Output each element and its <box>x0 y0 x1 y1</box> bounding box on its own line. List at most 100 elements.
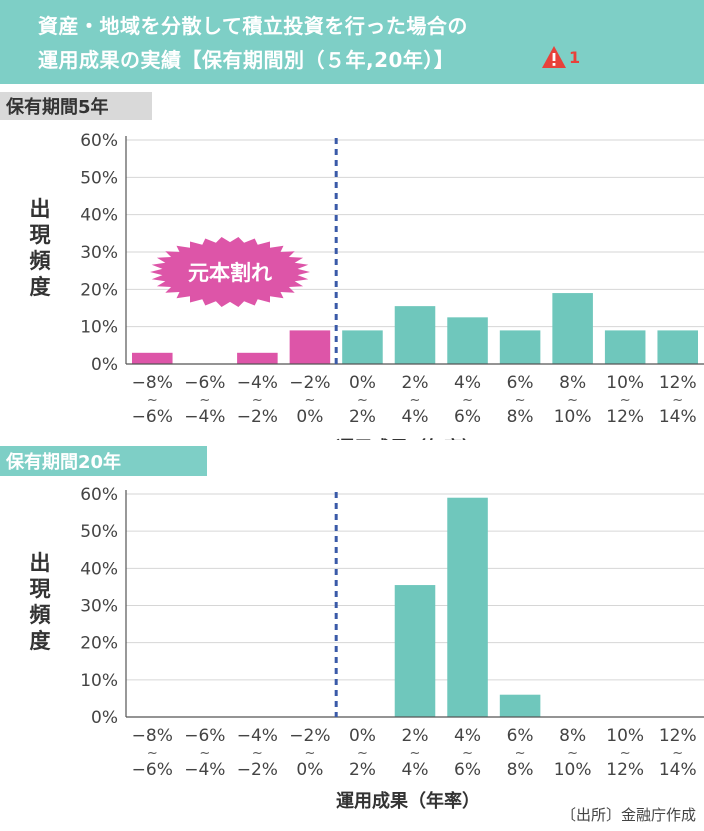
x-tick-label-from: −4% <box>237 726 278 746</box>
source-note: 〔出所〕金融庁作成 <box>560 806 696 824</box>
x-tick-label-from: 10% <box>606 726 644 746</box>
bar <box>394 585 436 717</box>
warning-number: 1 <box>569 47 581 67</box>
x-tick-label-to: −6% <box>132 407 173 427</box>
x-tick-label-from: 6% <box>507 373 534 393</box>
x-tick-label-to: −4% <box>184 760 225 780</box>
x-tick-tilde: ~ <box>410 393 421 408</box>
bar <box>342 330 383 364</box>
x-tick-tilde: ~ <box>252 393 263 408</box>
x-tick-label-to: 0% <box>296 760 323 780</box>
x-tick-label-to: 10% <box>554 407 592 427</box>
bar <box>237 352 278 364</box>
title-line-1: 資産・地域を分散して積立投資を行った場合の <box>38 14 468 38</box>
x-tick-label-from: −4% <box>237 373 278 393</box>
x-tick-tilde: ~ <box>357 746 368 761</box>
bar <box>447 317 488 364</box>
warning-note: 1 <box>541 44 580 70</box>
loss-badge-shape <box>150 237 310 307</box>
x-tick-label-to: 12% <box>606 407 644 427</box>
x-tick-label-from: 12% <box>659 373 697 393</box>
section-label-20-year: 保有期間20年 <box>0 446 207 476</box>
y-tick-label: 0% <box>91 355 118 375</box>
section-label-5-year: 保有期間5年 <box>0 92 152 120</box>
y-tick-label: 50% <box>80 522 118 542</box>
loss-badge: 元本割れ <box>150 237 310 307</box>
x-tick-tilde: ~ <box>672 746 683 761</box>
chart-20-year: 0%10%20%30%40%50%60%−8%~−6%−6%~−4%−4%~−2… <box>30 485 704 812</box>
x-tick-label-to: 6% <box>454 407 481 427</box>
x-tick-tilde: ~ <box>147 746 158 761</box>
x-tick-tilde: ~ <box>199 393 210 408</box>
x-tick-tilde: ~ <box>304 746 315 761</box>
x-tick-label-from: 10% <box>606 373 644 393</box>
x-tick-tilde: ~ <box>462 393 473 408</box>
x-tick-label-from: 2% <box>402 726 429 746</box>
y-tick-label: 30% <box>80 597 118 617</box>
y-tick-label: 0% <box>91 708 118 728</box>
x-tick-label-to: −2% <box>237 407 278 427</box>
x-tick-label-to: −4% <box>184 407 225 427</box>
bar <box>447 497 488 717</box>
x-tick-tilde: ~ <box>199 746 210 761</box>
warning-icon <box>542 46 566 68</box>
x-tick-label-from: 4% <box>454 373 481 393</box>
y-tick-label: 10% <box>80 671 118 691</box>
x-tick-label-from: 4% <box>454 726 481 746</box>
bar <box>394 306 436 364</box>
y-axis-label-char: 度 <box>30 275 51 299</box>
x-tick-label-from: −8% <box>132 726 173 746</box>
x-tick-tilde: ~ <box>147 393 158 408</box>
x-tick-label-to: 4% <box>402 760 429 780</box>
bar <box>289 330 331 364</box>
x-tick-label-to: 6% <box>454 760 481 780</box>
y-tick-label: 50% <box>80 168 118 188</box>
y-axis-label-char: 現 <box>30 577 51 601</box>
bar <box>499 694 541 717</box>
y-axis-label-char: 頻 <box>30 249 51 273</box>
title-banner: 資産・地域を分散して積立投資を行った場合の 運用成果の実績【保有期間別（５年,2… <box>0 0 704 84</box>
y-tick-label: 30% <box>80 243 118 263</box>
x-tick-label-to: 4% <box>402 407 429 427</box>
x-tick-tilde: ~ <box>567 393 578 408</box>
x-tick-tilde: ~ <box>304 393 315 408</box>
x-tick-label-to: −6% <box>132 760 173 780</box>
x-tick-tilde: ~ <box>462 746 473 761</box>
y-tick-label: 20% <box>80 634 118 654</box>
y-tick-label: 40% <box>80 559 118 579</box>
y-tick-label: 10% <box>80 318 118 338</box>
x-tick-label-to: 8% <box>507 760 534 780</box>
x-tick-tilde: ~ <box>515 393 526 408</box>
x-tick-label-to: 10% <box>554 760 592 780</box>
x-tick-tilde: ~ <box>620 746 631 761</box>
x-tick-label-to: 12% <box>606 760 644 780</box>
x-tick-label-from: −2% <box>289 373 330 393</box>
x-tick-label-to: 14% <box>659 760 697 780</box>
x-tick-label-from: −2% <box>289 726 330 746</box>
y-axis-label-char: 現 <box>30 223 51 247</box>
x-tick-label-from: 12% <box>659 726 697 746</box>
x-tick-label-from: 8% <box>559 373 586 393</box>
x-tick-tilde: ~ <box>567 746 578 761</box>
x-tick-tilde: ~ <box>410 746 421 761</box>
bar <box>499 330 541 364</box>
y-tick-label: 20% <box>80 280 118 300</box>
x-tick-label-to: 2% <box>349 760 376 780</box>
x-tick-label-to: 8% <box>507 407 534 427</box>
y-tick-label: 60% <box>80 131 118 151</box>
y-tick-label: 60% <box>80 485 118 505</box>
chart-5-year: 0%10%20%30%40%50%60%−8%~−6%−6%~−4%−4%~−2… <box>30 131 704 440</box>
x-tick-label-to: 0% <box>296 407 323 427</box>
x-tick-label-from: 0% <box>349 726 376 746</box>
x-tick-tilde: ~ <box>515 746 526 761</box>
x-tick-label-from: −6% <box>184 726 225 746</box>
bar <box>552 293 593 364</box>
x-tick-label-from: −8% <box>132 373 173 393</box>
y-axis-label-char: 頻 <box>30 603 51 627</box>
y-axis-label-char: 出 <box>30 551 51 575</box>
x-tick-tilde: ~ <box>357 393 368 408</box>
y-axis-label-char: 度 <box>30 629 51 653</box>
x-tick-tilde: ~ <box>252 746 263 761</box>
y-axis-label-char: 出 <box>30 197 51 221</box>
x-tick-tilde: ~ <box>620 393 631 408</box>
